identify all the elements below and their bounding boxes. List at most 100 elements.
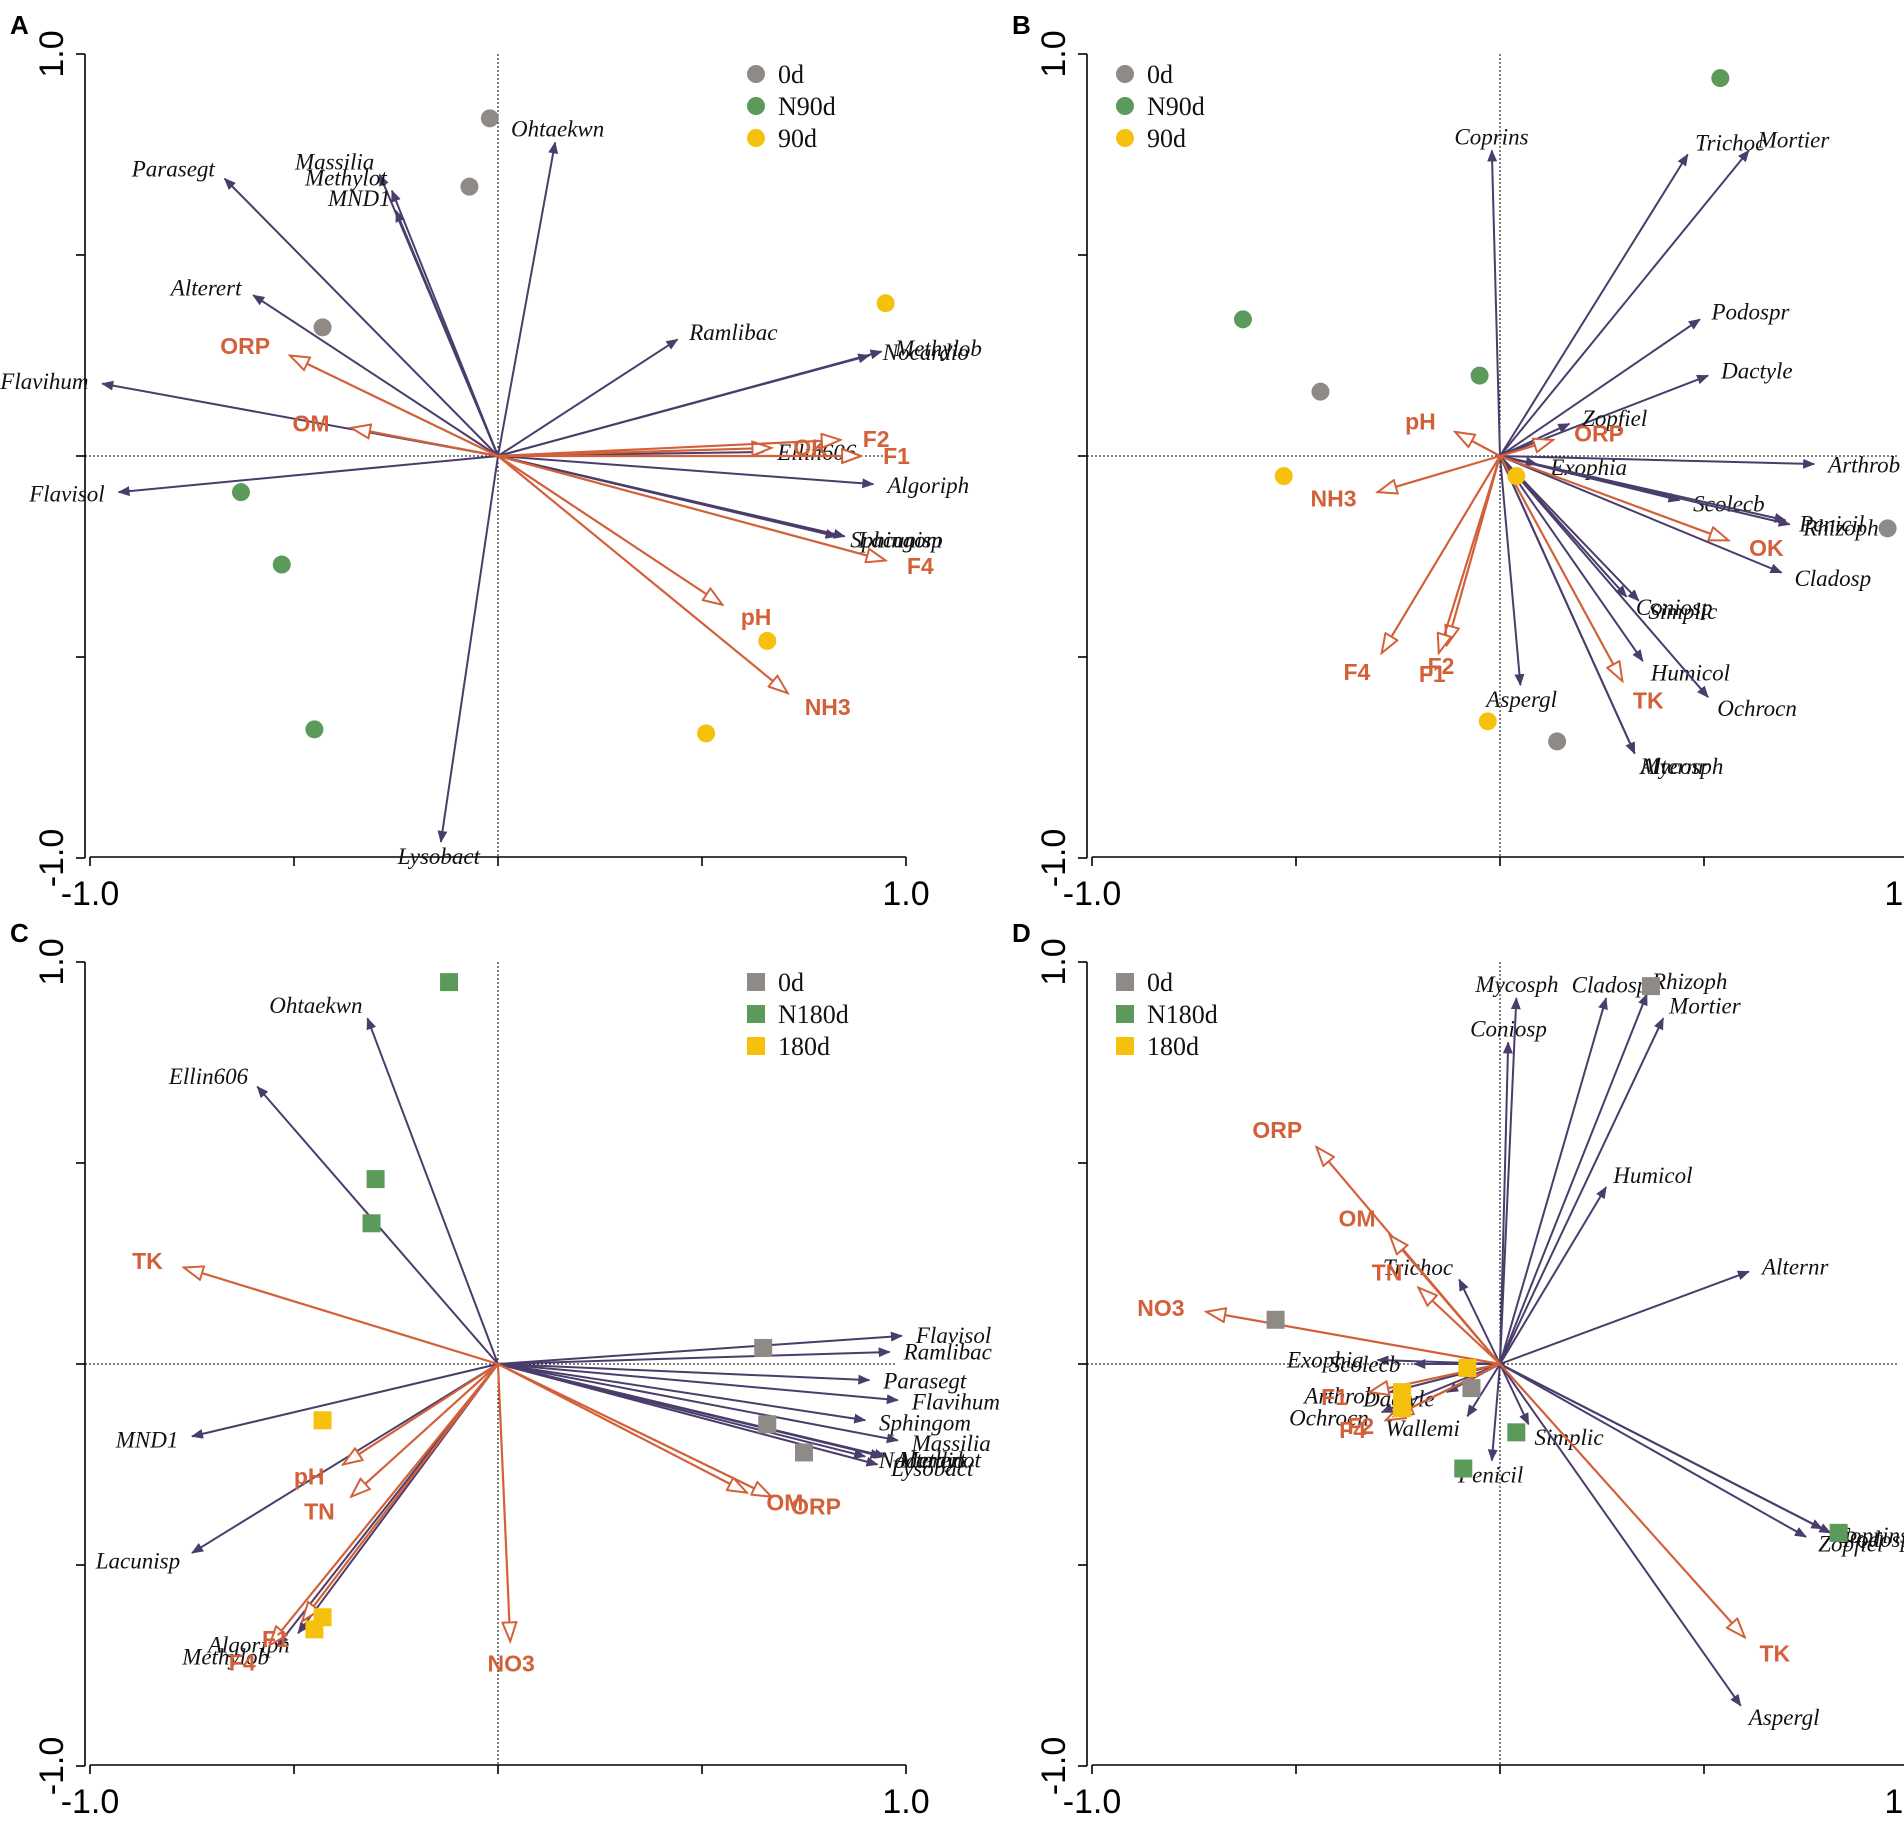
env-label-orp: ORP: [1574, 421, 1624, 447]
legend-swatch-n180d: [747, 1005, 765, 1023]
legend-label-n180d: N180d: [1147, 1000, 1218, 1029]
env-label-f4: F4: [229, 1649, 256, 1675]
env-label-orp: ORP: [220, 333, 270, 359]
species-label-mycosph: Mycosph: [1474, 972, 1558, 997]
env-label-f2: F2: [1347, 1413, 1374, 1439]
panel-letter: B: [1012, 10, 1031, 40]
y-tick-label: 1.0: [33, 30, 71, 77]
species-label-podospr: Podospr: [1842, 1527, 1904, 1552]
legend-swatch-0d: [1116, 973, 1134, 991]
species-label-nocardio: Nocardio: [882, 340, 969, 365]
env-label-tk: TK: [1759, 1641, 1790, 1667]
species-arrow-aspergl: [1499, 455, 1525, 687]
species-label-ellin606: Ellin606: [168, 1064, 249, 1089]
sample-point-n180d: [362, 1214, 381, 1233]
sample-point-180d: [313, 1411, 332, 1430]
legend-swatch-0d: [747, 973, 765, 991]
env-arrow-f2: [497, 440, 841, 458]
env-arrow-orp: [497, 1363, 771, 1497]
species-label-arthrob: Arthrob: [1302, 1384, 1376, 1409]
species-arrow-massilia: [497, 1363, 899, 1444]
legend-label-0d: 0d: [778, 60, 804, 89]
env-arrow-no3: [1206, 1312, 1501, 1366]
env-label-orp: ORP: [1252, 1117, 1302, 1143]
species-arrow-sphingom: [497, 1363, 867, 1424]
env-arrow-nh3: [1378, 454, 1501, 492]
species-arrow-ramlibac: [497, 338, 679, 457]
species-label-methylob: Methylob: [894, 336, 982, 361]
species-arrow-mycosph: [1499, 997, 1521, 1365]
env-arrow-f1: [1369, 1362, 1501, 1392]
species-label-dactyle: Dactyle: [1720, 359, 1793, 384]
species-label-mortier: Mortier: [1757, 128, 1831, 153]
species-label-sphingom: Sphingom: [879, 1410, 971, 1435]
env-label-f4: F4: [1344, 659, 1371, 685]
species-arrow-coprins: [1487, 149, 1501, 457]
env-arrow-orp: [290, 356, 499, 457]
env-label-ph: pH: [294, 1463, 325, 1489]
species-arrow-alternr: [1499, 1270, 1750, 1365]
legend-swatch-n180d: [1116, 1005, 1134, 1023]
species-label-alterert: Alterert: [169, 276, 242, 301]
species-arrow-flavihum: [497, 1363, 899, 1405]
species-label-aspergl: Aspergl: [1747, 1705, 1820, 1730]
species-label-ramlibac: Ramlibac: [903, 1340, 992, 1365]
species-label-cladosp: Cladosp: [1572, 973, 1649, 998]
env-label-no3: NO3: [488, 1650, 535, 1676]
species-arrow-simplic: [1499, 1363, 1530, 1426]
env-label-f1: F1: [262, 1626, 289, 1652]
sample-point-180d: [1393, 1383, 1412, 1402]
sample-point-90d: [876, 294, 895, 313]
species-arrow-penicil: [1487, 1363, 1501, 1462]
species-label-alternr: Alternr: [1760, 1255, 1829, 1280]
species-label-rhizoph: Rhizoph: [1802, 516, 1878, 541]
sample-point-90d: [758, 631, 777, 650]
sample-point-0d: [758, 1415, 777, 1434]
env-label-f1: F1: [1419, 661, 1446, 687]
legend: 0d N90d 90d: [1116, 60, 1205, 153]
species-label-scolecb: Scolecb: [1329, 1352, 1401, 1377]
species-label-methylot: Methylot: [898, 1448, 981, 1473]
x-tick-label: 1.0: [882, 875, 929, 913]
sample-point-0d: [1266, 1310, 1285, 1329]
env-arrow-tk: [1499, 455, 1622, 681]
env-label-f4: F4: [907, 553, 934, 579]
panel-c: C -1.0 1.0 -1.0 1.0 Ohtaekwn Ellin606 MND1 Flavi…: [10, 918, 1000, 1821]
env-arrow-om: [497, 1363, 747, 1493]
species-arrow-parasegt: [497, 1363, 871, 1385]
species-arrow-humicol: [1499, 1186, 1607, 1365]
sample-point-n90d: [1711, 69, 1730, 88]
legend-label-0d: 0d: [778, 968, 804, 997]
species-label-coniosp: Coniosp: [1470, 1016, 1547, 1041]
species-arrow-mortier: [1499, 149, 1750, 457]
env-arrow-om: [1390, 1235, 1501, 1365]
species-label-mycosph: Mycosph: [1639, 754, 1723, 779]
species-label-massilia: Massilia: [911, 1431, 991, 1456]
sample-point-0d: [1311, 382, 1330, 401]
sample-point-n90d: [272, 555, 291, 574]
sample-point-n90d: [1233, 310, 1252, 329]
y-tick-label: -1.0: [33, 829, 71, 888]
sample-point-0d: [313, 318, 332, 337]
y-tick-label: -1.0: [1035, 829, 1073, 888]
legend-label-n90d: N90d: [778, 92, 836, 121]
sample-point-90d: [697, 724, 716, 743]
sample-point-0d: [1641, 977, 1660, 996]
sample-point-n90d: [1470, 366, 1489, 385]
species-arrow-alternr: [1499, 455, 1636, 755]
legend-label-n180d: N180d: [778, 1000, 849, 1029]
species-label-lysobact: Lysobact: [890, 1456, 974, 1481]
env-label-tn: TN: [304, 1498, 335, 1524]
sample-point-0d: [754, 1338, 773, 1357]
species-arrow-mnd1: [191, 1363, 499, 1439]
species-arrow-alterert: [497, 1363, 883, 1459]
env-arrow-tk: [1499, 1363, 1745, 1637]
env-label-f2: F2: [1428, 653, 1455, 679]
species-arrow-ohtaekwn: [497, 141, 559, 457]
y-tick-label: 1.0: [1035, 30, 1073, 77]
env-arrow-nh3: [497, 455, 788, 693]
species-arrow-flavisol: [497, 1331, 903, 1365]
x-tick-label: -1.0: [61, 875, 120, 913]
